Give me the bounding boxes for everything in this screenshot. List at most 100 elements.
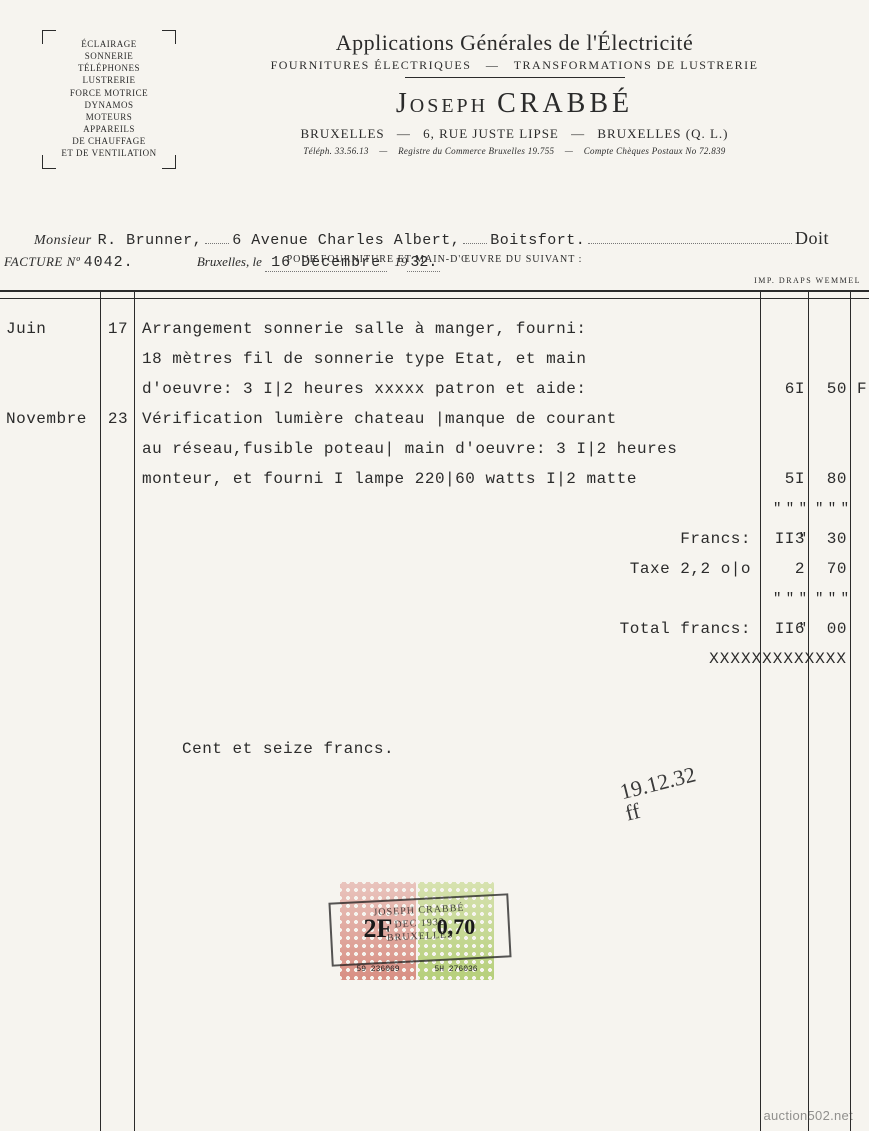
cell-day: 17 (104, 314, 132, 344)
table-row: d'oeuvre: 3 I|2 heures xxxxx patron et a… (0, 374, 869, 404)
cell-unit: F (851, 374, 869, 404)
service-line: TÉLÉPHONES (48, 62, 170, 74)
doit-label: Doit (795, 228, 829, 249)
service-line: APPAREILS (48, 123, 170, 135)
cell-desc: Cent et seize francs. (142, 734, 751, 764)
title-main: Applications Générales de l'Électricité (194, 30, 835, 56)
invoice-table: Juin17 Arrangement sonnerie salle à mange… (0, 290, 869, 1131)
subtitle-right: TRANSFORMATIONS DE LUSTRERIE (514, 58, 759, 72)
facture-label: FACTURE Nº (4, 254, 80, 269)
reg: 19.755 (528, 146, 555, 156)
cell-amount-dec: 70 (811, 554, 847, 584)
table-body: Juin17 Arrangement sonnerie salle à mange… (0, 314, 869, 764)
recipient-address: 6 Avenue Charles Albert, (232, 232, 460, 249)
cell-amount-int: 2 (763, 554, 805, 584)
letterhead: ÉCLAIRAGE SONNERIE TÉLÉPHONES LUSTRERIE … (34, 30, 835, 260)
cell-day: 23 (104, 404, 132, 434)
cell-desc: Total francs: (142, 614, 751, 644)
facture-number: 4042. (84, 254, 134, 271)
table-row: monteur, et fourni I lampe 220|60 watts … (0, 464, 869, 494)
cell-amount-int: 6I (763, 374, 805, 404)
addr-city-l: BRUXELLES (301, 126, 385, 141)
facture-row: FACTURE Nº 4042. Bruxelles, le 16 Décemb… (4, 254, 869, 271)
cell-desc: Arrangement sonnerie salle à manger, fou… (142, 314, 751, 344)
service-line: FORCE MOTRICE (48, 87, 170, 99)
table-row (0, 704, 869, 734)
cell-desc: au réseau,fusible poteau| main d'oeuvre:… (142, 434, 751, 464)
stamp-red: 2F 59 236069 (340, 882, 416, 980)
cell-amount-dec: 50 (811, 374, 847, 404)
stamp-green-serial: 5H 276036 (418, 965, 494, 974)
table-row (0, 674, 869, 704)
recipient-line: Monsieur R. Brunner, 6 Avenue Charles Al… (34, 228, 835, 249)
cell-amount-dec: 00 (811, 614, 847, 644)
service-line: DYNAMOS (48, 99, 170, 111)
recipient-city: Boitsfort. (490, 232, 585, 249)
cell-amount-dec: 30 (811, 524, 847, 554)
service-line: SONNERIE (48, 50, 170, 62)
table-row: Novembre23 Vérification lumière chateau |… (0, 404, 869, 434)
services-box: ÉCLAIRAGE SONNERIE TÉLÉPHONES LUSTRERIE … (44, 32, 174, 167)
table-row: " " " "" " " (0, 584, 869, 614)
facture-date: 16 Décembre (265, 254, 387, 272)
cell-amount-dec: " " " (811, 494, 847, 524)
company-first: Joseph (396, 88, 488, 119)
cell-amount-int: II3 (763, 524, 805, 554)
addr-street: 6, RUE JUSTE LIPSE (423, 126, 559, 141)
table-row: Cent et seize francs. (0, 734, 869, 764)
table-row: XXXXXXXXXXXXX (0, 644, 869, 674)
service-line: MOTEURS (48, 111, 170, 123)
tel-label: Téléph. (303, 146, 332, 156)
cell-amount-int: II6 (763, 614, 805, 644)
service-line: ÉCLAIRAGE (48, 38, 170, 50)
company-name: Joseph CRABBÉ (194, 88, 835, 120)
stamp-red-value: 2F (340, 914, 416, 944)
reg-label: Registre du Commerce Bruxelles (398, 146, 525, 156)
company-last: CRABBÉ (497, 88, 633, 119)
cell-desc: Francs: (142, 524, 751, 554)
cell-desc: XXXXXXXXXXXXX (709, 644, 847, 674)
recipient-prefix: Monsieur (34, 233, 92, 249)
cell-desc: monteur, et fourni I lampe 220|60 watts … (142, 464, 751, 494)
cell-amount-int: 5I (763, 464, 805, 494)
year-prefix: 19 (394, 254, 407, 269)
printer-mark: IMP. DRAPS WEMMEL (754, 276, 861, 285)
rule (405, 77, 625, 78)
center-head: Applications Générales de l'Électricité … (194, 30, 835, 156)
facture-place: Bruxelles, le (197, 254, 262, 269)
cell-desc: 18 mètres fil de sonnerie type Etat, et … (142, 344, 751, 374)
service-line: LUSTRERIE (48, 74, 170, 86)
ccp: 72.839 (699, 146, 726, 156)
table-row: Juin17 Arrangement sonnerie salle à mange… (0, 314, 869, 344)
signature: 19.12.32 ff (618, 763, 703, 824)
address-row: BRUXELLES — 6, RUE JUSTE LIPSE — BRUXELL… (194, 126, 835, 142)
cell-month: Novembre (6, 404, 98, 434)
cell-amount-dec: " " " (811, 584, 847, 614)
subtitle-row: FOURNITURES ÉLECTRIQUES — TRANSFORMATION… (194, 58, 835, 73)
table-row: au réseau,fusible poteau| main d'oeuvre:… (0, 434, 869, 464)
ccp-label: Compte Chèques Postaux No (584, 146, 697, 156)
table-row: 18 mètres fil de sonnerie type Etat, et … (0, 344, 869, 374)
stamp-red-serial: 59 236069 (340, 965, 416, 974)
watermark: auction502.net (764, 1108, 854, 1123)
cell-amount-dec: 80 (811, 464, 847, 494)
table-row: Taxe 2,2 o|o 270 (0, 554, 869, 584)
addr-city-r: BRUXELLES (Q. L.) (597, 126, 728, 141)
recipient-name: R. Brunner, (98, 232, 203, 249)
contact-row: Téléph. 33.56.13 — Registre du Commerce … (194, 146, 835, 156)
subtitle-left: FOURNITURES ÉLECTRIQUES (271, 58, 472, 72)
cell-desc: Vérification lumière chateau |manque de … (142, 404, 751, 434)
table-row: " " " "" " " (0, 494, 869, 524)
year-suffix: 32. (407, 254, 440, 272)
cell-desc: d'oeuvre: 3 I|2 heures xxxxx patron et a… (142, 374, 751, 404)
stamp-green: 0,70 5H 276036 (418, 882, 494, 980)
table-row: Francs: II330 (0, 524, 869, 554)
table-row: Total francs: II600 (0, 614, 869, 644)
subtitle-sep: — (486, 58, 500, 72)
cell-desc: Taxe 2,2 o|o (142, 554, 751, 584)
service-line: ET DE VENTILATION (48, 147, 170, 159)
stamp-green-value: 0,70 (418, 914, 494, 940)
service-line: DE CHAUFFAGE (48, 135, 170, 147)
tel: 33.56.13 (335, 146, 369, 156)
cell-month: Juin (6, 314, 98, 344)
